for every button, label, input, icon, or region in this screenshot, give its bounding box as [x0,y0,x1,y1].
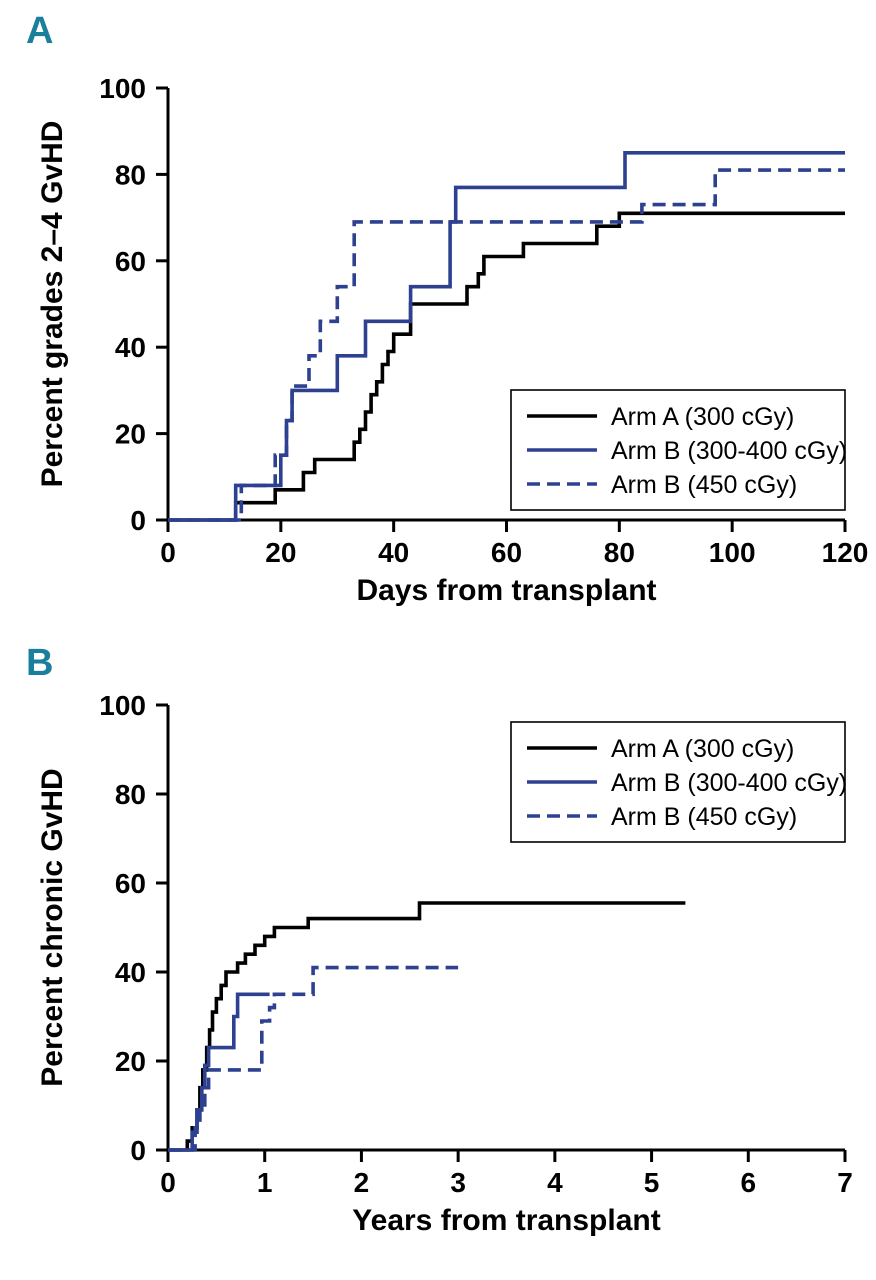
y-tick-label: 60 [115,246,146,277]
legend: Arm A (300 cGy) Arm B (300-400 cGy) Arm B … [510,721,847,843]
x-tick-label: 60 [491,537,522,568]
y-tick-label: 0 [130,1135,146,1166]
x-axis-title: Years from transplant [352,1204,660,1237]
panel-b-label: B [26,642,54,684]
panel-a: A 0 20 40 60 80 100 0 20 40 60 80 100 120 Days from t… [0,0,876,620]
x-tick-label: 120 [822,537,869,568]
y-tick-label: 40 [115,957,146,988]
series-line [168,151,845,522]
legend-item-label: Arm B (450 cGy) [611,803,797,831]
y-axis-title: Percent chronic GvHD [36,768,69,1086]
series-line [168,168,845,522]
x-axis-title: Days from transplant [356,574,656,607]
x-tick-label: 0 [160,537,176,568]
series-line [168,965,459,1152]
x-tick-label: 7 [837,1167,853,1198]
panel-b-chart: 0 20 40 60 80 100 0 1 2 3 4 5 6 7 Years from transplan… [36,690,853,1237]
panel-a-chart: 0 20 40 60 80 100 0 20 40 60 80 100 120 Days from tra… [36,73,869,607]
series-line [168,901,686,1152]
x-tick-label: 20 [265,537,296,568]
x-tick-label: 80 [604,537,635,568]
panel-a-label: A [26,10,54,52]
panel-b: B 0 20 40 60 80 100 0 1 2 3 4 5 6 7 Years from transpl… [0,620,876,1280]
x-tick-label: 3 [450,1167,466,1198]
y-tick-label: 100 [99,690,146,721]
y-tick-label: 60 [115,868,146,899]
x-tick-label: 4 [547,1167,563,1198]
series-line [168,211,845,522]
x-tick-label: 2 [354,1167,370,1198]
x-tick-label: 1 [257,1167,273,1198]
legend-item-label: Arm B (300-400 cGy) [611,437,847,465]
y-axis-title: Percent grades 2–4 GvHD [36,121,69,488]
y-tick-label: 80 [115,779,146,810]
x-tick-label: 0 [160,1167,176,1198]
legend: Arm A (300 cGy) Arm B (300-400 cGy) Arm B … [510,389,847,511]
y-tick-label: 0 [130,505,146,536]
x-tick-label: 6 [740,1167,756,1198]
y-tick-label: 80 [115,159,146,190]
y-tick-label: 100 [99,73,146,104]
y-tick-label: 20 [115,1046,146,1077]
legend-item-label: Arm A (300 cGy) [611,735,794,763]
x-tick-label: 100 [709,537,756,568]
series-line [168,992,270,1152]
x-tick-label: 40 [378,537,409,568]
legend-item-label: Arm B (450 cGy) [611,471,797,499]
y-tick-label: 40 [115,332,146,363]
y-tick-label: 20 [115,419,146,450]
legend-item-label: Arm B (300-400 cGy) [611,769,847,797]
legend-item-label: Arm A (300 cGy) [611,403,794,431]
x-tick-label: 5 [644,1167,660,1198]
